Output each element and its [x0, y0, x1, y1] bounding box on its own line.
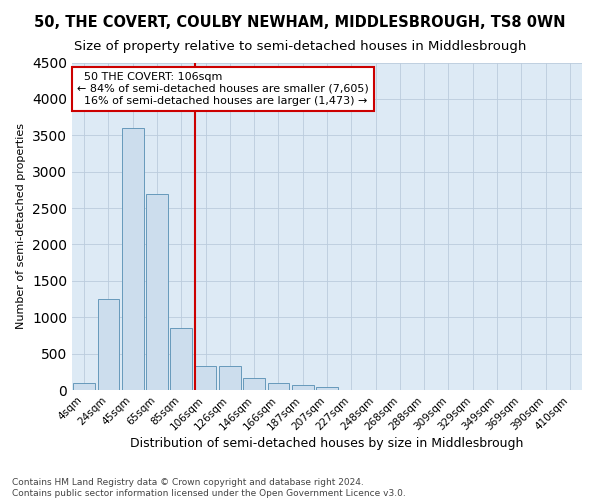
Text: 50, THE COVERT, COULBY NEWHAM, MIDDLESBROUGH, TS8 0WN: 50, THE COVERT, COULBY NEWHAM, MIDDLESBR… [34, 15, 566, 30]
Text: 50 THE COVERT: 106sqm
← 84% of semi-detached houses are smaller (7,605)
  16% of: 50 THE COVERT: 106sqm ← 84% of semi-deta… [77, 72, 369, 106]
Bar [73, 382, 95, 390]
Bar [146, 194, 168, 390]
Bar [170, 328, 192, 390]
Y-axis label: Number of semi-detached properties: Number of semi-detached properties [16, 123, 26, 329]
Bar [194, 366, 217, 390]
Text: Size of property relative to semi-detached houses in Middlesbrough: Size of property relative to semi-detach… [74, 40, 526, 53]
Bar [292, 385, 314, 390]
Bar [122, 128, 143, 390]
Bar [316, 387, 338, 390]
Bar [97, 299, 119, 390]
X-axis label: Distribution of semi-detached houses by size in Middlesbrough: Distribution of semi-detached houses by … [130, 438, 524, 450]
Bar [268, 382, 289, 390]
Text: Contains HM Land Registry data © Crown copyright and database right 2024.
Contai: Contains HM Land Registry data © Crown c… [12, 478, 406, 498]
Bar [219, 366, 241, 390]
Bar [243, 378, 265, 390]
